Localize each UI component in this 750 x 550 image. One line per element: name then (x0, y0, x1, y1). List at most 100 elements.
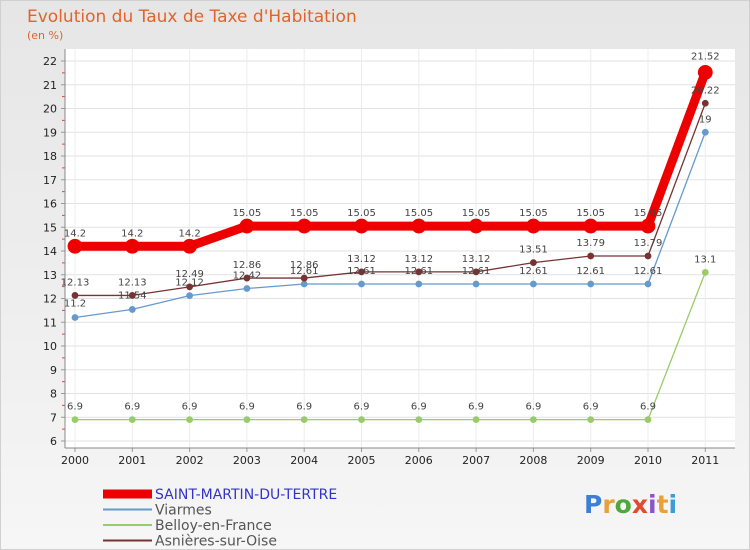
data-point (701, 268, 709, 276)
data-label: 13.79 (634, 238, 663, 249)
x-tick-label: 2009 (577, 454, 605, 467)
data-point (583, 218, 599, 234)
data-label: 15.05 (347, 208, 376, 219)
data-label: 14.2 (178, 228, 200, 239)
data-label: 6.9 (182, 402, 198, 413)
data-label: 11.2 (64, 299, 86, 310)
logo-letter: i (668, 490, 678, 519)
data-point (182, 238, 198, 254)
data-point (358, 416, 365, 424)
y-tick-label: 11 (43, 316, 57, 329)
y-axis-ticks: 6 7 8 9 10 11 12 13 14 15 16 17 18 19 20 21 22 (43, 55, 57, 448)
legend-label: Belloy-en-France (155, 518, 272, 534)
x-tick-label: 2008 (519, 454, 547, 467)
y-tick-label: 10 (43, 340, 57, 353)
data-label: 12.61 (519, 266, 548, 277)
chart-subtitle: (en %) (27, 29, 64, 42)
data-point (300, 416, 308, 424)
logo-letter: o (614, 490, 632, 519)
data-point (186, 292, 194, 300)
data-point (67, 238, 83, 254)
data-label: 15.05 (290, 208, 319, 219)
series-group (67, 65, 713, 424)
data-point (411, 218, 427, 234)
data-point (644, 280, 652, 288)
data-point (472, 280, 480, 288)
data-point (128, 416, 136, 424)
axes (61, 49, 735, 452)
y-tick-label: 15 (43, 221, 57, 234)
data-point (358, 280, 365, 288)
legend-label: Asnières-sur-Oise (155, 534, 277, 550)
data-label: 14.2 (121, 228, 143, 239)
data-point (239, 218, 255, 234)
data-point (243, 274, 251, 282)
data-label: 15.05 (233, 208, 262, 219)
data-point (472, 268, 480, 276)
series-line-0 (75, 70, 710, 251)
legend-label: SAINT-MARTIN-DU-TERTRE (155, 487, 337, 503)
data-point (354, 218, 369, 234)
series-line-1 (74, 132, 706, 319)
data-point (697, 65, 713, 80)
x-tick-label: 2005 (348, 454, 376, 467)
y-tick-label: 18 (43, 150, 57, 163)
x-tick-label: 2006 (405, 454, 433, 467)
data-label: 6.9 (640, 402, 656, 413)
x-tick-label: 2004 (290, 454, 318, 467)
y-tick-label: 19 (43, 126, 57, 139)
data-point (472, 416, 480, 424)
data-label: 20.22 (691, 85, 720, 96)
x-tick-label: 2010 (634, 454, 662, 467)
data-label: 12.13 (118, 277, 147, 288)
data-label: 13.12 (462, 254, 491, 265)
data-label: 21.52 (691, 51, 720, 62)
data-point (124, 238, 140, 254)
data-label: 6.9 (354, 402, 370, 413)
y-tick-label: 6 (50, 435, 57, 448)
data-point (296, 218, 312, 234)
y-tick-label: 12 (43, 293, 57, 306)
data-label: 12.61 (347, 266, 376, 277)
data-point (587, 416, 595, 424)
data-point (530, 259, 537, 267)
data-label: 12.13 (61, 277, 90, 288)
data-label: 12.49 (175, 269, 204, 280)
data-label: 6.9 (583, 402, 599, 413)
data-point (71, 416, 79, 424)
logo-letter: r (602, 490, 615, 519)
y-tick-label: 14 (43, 245, 57, 258)
x-tick-label: 2000 (61, 454, 89, 467)
data-point (526, 218, 541, 234)
data-label: 12.61 (404, 266, 433, 277)
data-point (186, 416, 194, 424)
x-tick-label: 2002 (176, 454, 204, 467)
logo-letter: x (631, 490, 648, 519)
y-tick-label: 16 (43, 198, 57, 211)
data-point (530, 280, 537, 288)
data-label: 6.9 (124, 402, 140, 413)
data-label: 12.61 (290, 266, 319, 277)
data-point (415, 280, 423, 288)
data-label: 15.05 (576, 208, 605, 219)
data-point (640, 218, 656, 234)
y-tick-label: 8 (50, 388, 57, 401)
data-point (587, 280, 595, 288)
data-label: 6.9 (468, 402, 484, 413)
data-label: 6.9 (525, 402, 541, 413)
data-label: 12.61 (462, 266, 491, 277)
data-point (300, 280, 308, 288)
logo-letter: i (648, 490, 657, 519)
data-label: 15.05 (519, 208, 548, 219)
data-point (701, 99, 709, 107)
data-point (128, 306, 136, 313)
data-label: 15.05 (634, 208, 663, 219)
data-label: 11.54 (118, 290, 147, 301)
y-tick-label: 21 (43, 79, 57, 92)
data-point (186, 283, 194, 291)
grid (65, 49, 735, 448)
data-label: 13.12 (404, 254, 433, 265)
data-label: 13.79 (576, 238, 605, 249)
data-point (468, 218, 484, 234)
